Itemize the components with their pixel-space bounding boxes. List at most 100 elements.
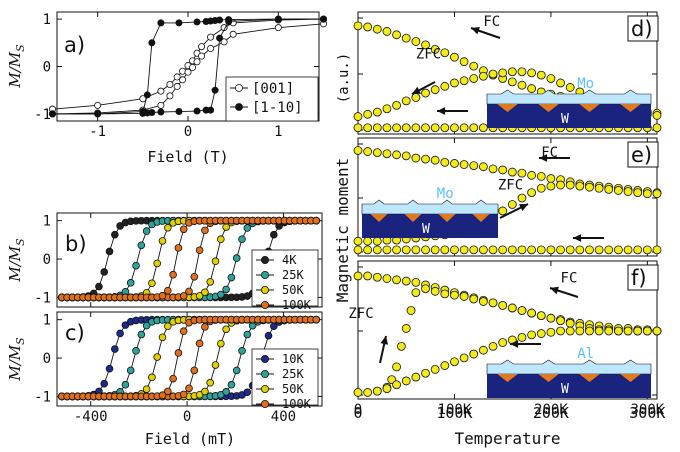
loop-point: [158, 333, 167, 342]
temp-point: [421, 368, 430, 378]
temp-point: [430, 44, 440, 54]
temp-point: [401, 33, 411, 43]
loop-point: [137, 241, 146, 250]
temp-point: [556, 180, 565, 190]
triangle-dot: [472, 214, 490, 222]
triangle-dot: [497, 104, 518, 112]
legend-marker: [260, 354, 269, 363]
temp-point: [372, 272, 382, 282]
temp-point: [353, 112, 363, 121]
panel-label: d): [631, 17, 653, 41]
loop-point: [201, 288, 209, 297]
temp-point: [401, 376, 411, 386]
temp-point: [546, 174, 556, 183]
temp-point: [469, 123, 479, 133]
loop-point: [232, 366, 241, 375]
loop-point: [105, 247, 114, 256]
x-tick-label: 0: [183, 409, 191, 425]
legend-marker: [260, 369, 269, 378]
a-point: [157, 108, 165, 116]
cap-layer: [486, 359, 652, 375]
y-tick-label: 0: [43, 60, 51, 76]
a-point: [94, 110, 102, 118]
inset-top-label: Mo: [577, 76, 594, 92]
temp-point: [353, 123, 363, 133]
annotation-zfc: ZFC: [348, 306, 373, 322]
a-point: [207, 44, 215, 52]
a-point: [179, 76, 187, 84]
temp-point: [440, 48, 450, 58]
temp-point: [488, 298, 498, 308]
temp-point: [382, 123, 392, 133]
arrow-head: [412, 86, 421, 94]
panel-b-frame: [56, 212, 323, 308]
a-point: [175, 19, 183, 27]
temp-point: [411, 277, 421, 287]
loop-point: [243, 330, 252, 339]
a-point: [211, 86, 219, 94]
temp-point: [536, 329, 546, 338]
temp-point: [382, 245, 392, 255]
temp-point: [498, 68, 508, 78]
temp-point: [594, 183, 604, 193]
loop-point: [137, 330, 146, 339]
temp-point: [363, 123, 373, 133]
temp-point: [498, 338, 508, 347]
temp-point: [401, 151, 411, 161]
temp-point: [517, 80, 527, 90]
arrow-head: [539, 154, 548, 162]
a-point: [207, 33, 215, 41]
temp-point: [642, 189, 652, 199]
triangle-dot: [438, 214, 456, 222]
temp-point: [440, 245, 450, 255]
y-axis-label: M/MS: [6, 44, 27, 89]
loop-point: [169, 374, 177, 383]
loop-point: [195, 390, 204, 399]
temp-point: [450, 123, 459, 133]
temp-point: [382, 149, 392, 159]
temp-point: [459, 76, 469, 86]
a-point: [189, 63, 197, 71]
temp-point: [527, 170, 537, 180]
loop-point: [158, 237, 167, 245]
loop-point: [211, 361, 220, 369]
temp-point: [363, 109, 373, 119]
loop-point: [158, 291, 167, 300]
a-point: [173, 73, 181, 81]
temp-point: [401, 324, 411, 333]
arrow-head: [573, 234, 582, 242]
legend-marker: [260, 270, 269, 279]
temp-point: [623, 326, 633, 336]
temp-point: [401, 123, 411, 133]
temp-point: [353, 245, 363, 255]
tick-group: -400 0 400 -1 0 1: [34, 312, 322, 425]
temp-point: [565, 180, 575, 190]
triangle-dot: [404, 214, 422, 222]
loop-point: [190, 272, 199, 281]
temp-point: [450, 159, 459, 168]
temp-point: [527, 330, 537, 340]
inset-bottom-label: W: [422, 222, 430, 237]
loop-point: [132, 347, 140, 355]
loop-point: [132, 261, 140, 270]
legend-label: 25K: [282, 268, 304, 282]
temp-point: [507, 200, 517, 209]
temp-point: [469, 61, 479, 71]
temp-point: [353, 21, 363, 31]
temp-point: [585, 245, 594, 255]
temp-point: [459, 353, 469, 363]
temp-point: [421, 245, 430, 255]
triangle-dot: [370, 214, 388, 222]
loop-point: [217, 339, 225, 348]
temp-point: [527, 84, 537, 93]
x-tick-label: -400: [74, 409, 108, 425]
legend-marker: [260, 384, 269, 393]
temp-point: [363, 236, 373, 246]
direction-arrow: [499, 203, 529, 219]
temp-point: [565, 83, 575, 92]
a-point: [148, 39, 156, 47]
temp-point: [406, 306, 416, 315]
annotation-zfc: ZFC: [498, 177, 523, 193]
a-point: [94, 101, 102, 109]
